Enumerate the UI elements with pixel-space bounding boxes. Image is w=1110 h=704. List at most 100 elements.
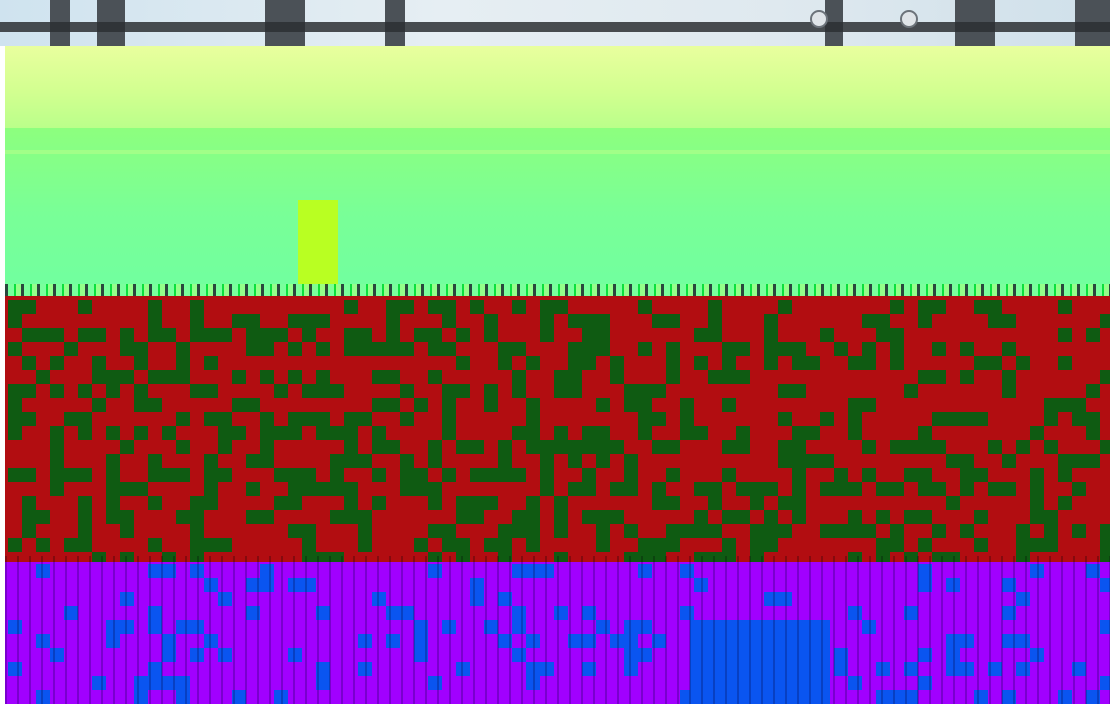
mosaic-tile [834, 468, 848, 482]
mosaic-tile [442, 524, 456, 538]
mosaic-tile [666, 356, 680, 370]
mosaic-tile [736, 440, 750, 454]
mosaic-tile [8, 538, 22, 552]
mosaic-tile [1058, 300, 1072, 314]
mosaic-tile [498, 524, 512, 538]
mosaic-tile [400, 606, 414, 620]
mosaic-tile [820, 328, 834, 342]
mosaic-tile [288, 370, 302, 384]
mosaic-tile [946, 662, 960, 676]
mosaic-tile [22, 412, 36, 426]
mosaic-tile [932, 342, 946, 356]
mosaic-tile [470, 300, 484, 314]
mosaic-tile [22, 468, 36, 482]
mosaic-tile [876, 690, 890, 704]
mosaic-tile [610, 510, 624, 524]
mosaic-tile [470, 440, 484, 454]
mosaic-tile [50, 468, 64, 482]
mosaic-tile [456, 356, 470, 370]
mosaic-tile [64, 342, 78, 356]
mosaic-tile [834, 662, 848, 676]
mosaic-tile [876, 328, 890, 342]
mosaic-tile [862, 314, 876, 328]
mosaic-tile [428, 370, 442, 384]
mosaic-tile [50, 356, 64, 370]
mosaic-tile [582, 328, 596, 342]
mosaic-tile [890, 440, 904, 454]
mosaic-tile [596, 620, 610, 634]
mosaic-tile [1058, 690, 1072, 704]
mosaic-tile [624, 398, 638, 412]
mosaic-tile [554, 524, 568, 538]
mosaic-tile [190, 384, 204, 398]
mosaic-tile [64, 412, 78, 426]
mosaic-tile [708, 328, 722, 342]
mosaic-tile [1002, 370, 1016, 384]
mosaic-tile [1086, 328, 1100, 342]
mosaic-tile [36, 564, 50, 578]
mosaic-tile [554, 384, 568, 398]
mosaic-tile [974, 356, 988, 370]
mosaic-tile [442, 426, 456, 440]
mosaic-tile [1002, 384, 1016, 398]
mosaic-tile [876, 662, 890, 676]
mosaic-tile [162, 564, 176, 578]
mosaic-tile [8, 314, 22, 328]
mosaic-tile [904, 384, 918, 398]
mosaic-tile [302, 412, 316, 426]
mosaic-tile [834, 648, 848, 662]
mosaic-tile [764, 356, 778, 370]
mosaic-tile [162, 426, 176, 440]
mosaic-tile [582, 426, 596, 440]
mosaic-tile [274, 328, 288, 342]
mosaic-tile [302, 314, 316, 328]
mosaic-tile [1044, 538, 1058, 552]
mosaic-tile [120, 620, 134, 634]
mosaic-tile [204, 468, 218, 482]
mosaic-tile [610, 634, 624, 648]
mosaic-tile [134, 482, 148, 496]
mosaic-tile [1100, 538, 1110, 552]
mosaic-tile [400, 300, 414, 314]
mosaic-tile [78, 384, 92, 398]
mosaic-tile [694, 328, 708, 342]
mosaic-tile [848, 482, 862, 496]
mosaic-tile [358, 412, 372, 426]
mosaic-tile [946, 648, 960, 662]
mosaic-tile [176, 342, 190, 356]
mosaic-tile [120, 440, 134, 454]
mosaic-tile [778, 454, 792, 468]
mosaic-tile [470, 578, 484, 592]
mosaic-tile [358, 328, 372, 342]
mosaic-tile [260, 454, 274, 468]
mosaic-tile [428, 454, 442, 468]
mosaic-tile [484, 468, 498, 482]
mosaic-tile [694, 482, 708, 496]
mosaic-tile [960, 454, 974, 468]
mosaic-tile [512, 510, 526, 524]
mosaic-tile [918, 314, 932, 328]
mosaic-tile [288, 426, 302, 440]
mosaic-tile [666, 314, 680, 328]
mosaic-tile [596, 426, 610, 440]
mosaic-tile [736, 482, 750, 496]
mosaic-tile [904, 662, 918, 676]
mosaic-tile [1044, 398, 1058, 412]
mosaic-tile [204, 482, 218, 496]
mosaic-tile [652, 314, 666, 328]
mosaic-tile [792, 496, 806, 510]
mosaic-tile [316, 676, 330, 690]
mosaic-tile [582, 314, 596, 328]
mosaic-tile [1100, 676, 1110, 690]
mosaic-tile [582, 510, 596, 524]
mosaic-tile [792, 510, 806, 524]
mosaic-tile [1044, 440, 1058, 454]
mosaic-tile [596, 328, 610, 342]
mosaic-tile [526, 356, 540, 370]
mosaic-tile [316, 426, 330, 440]
mosaic-tile [316, 384, 330, 398]
mosaic-tile [988, 662, 1002, 676]
mosaic-tile [498, 356, 512, 370]
mosaic-tile [848, 398, 862, 412]
mosaic-tile [666, 370, 680, 384]
